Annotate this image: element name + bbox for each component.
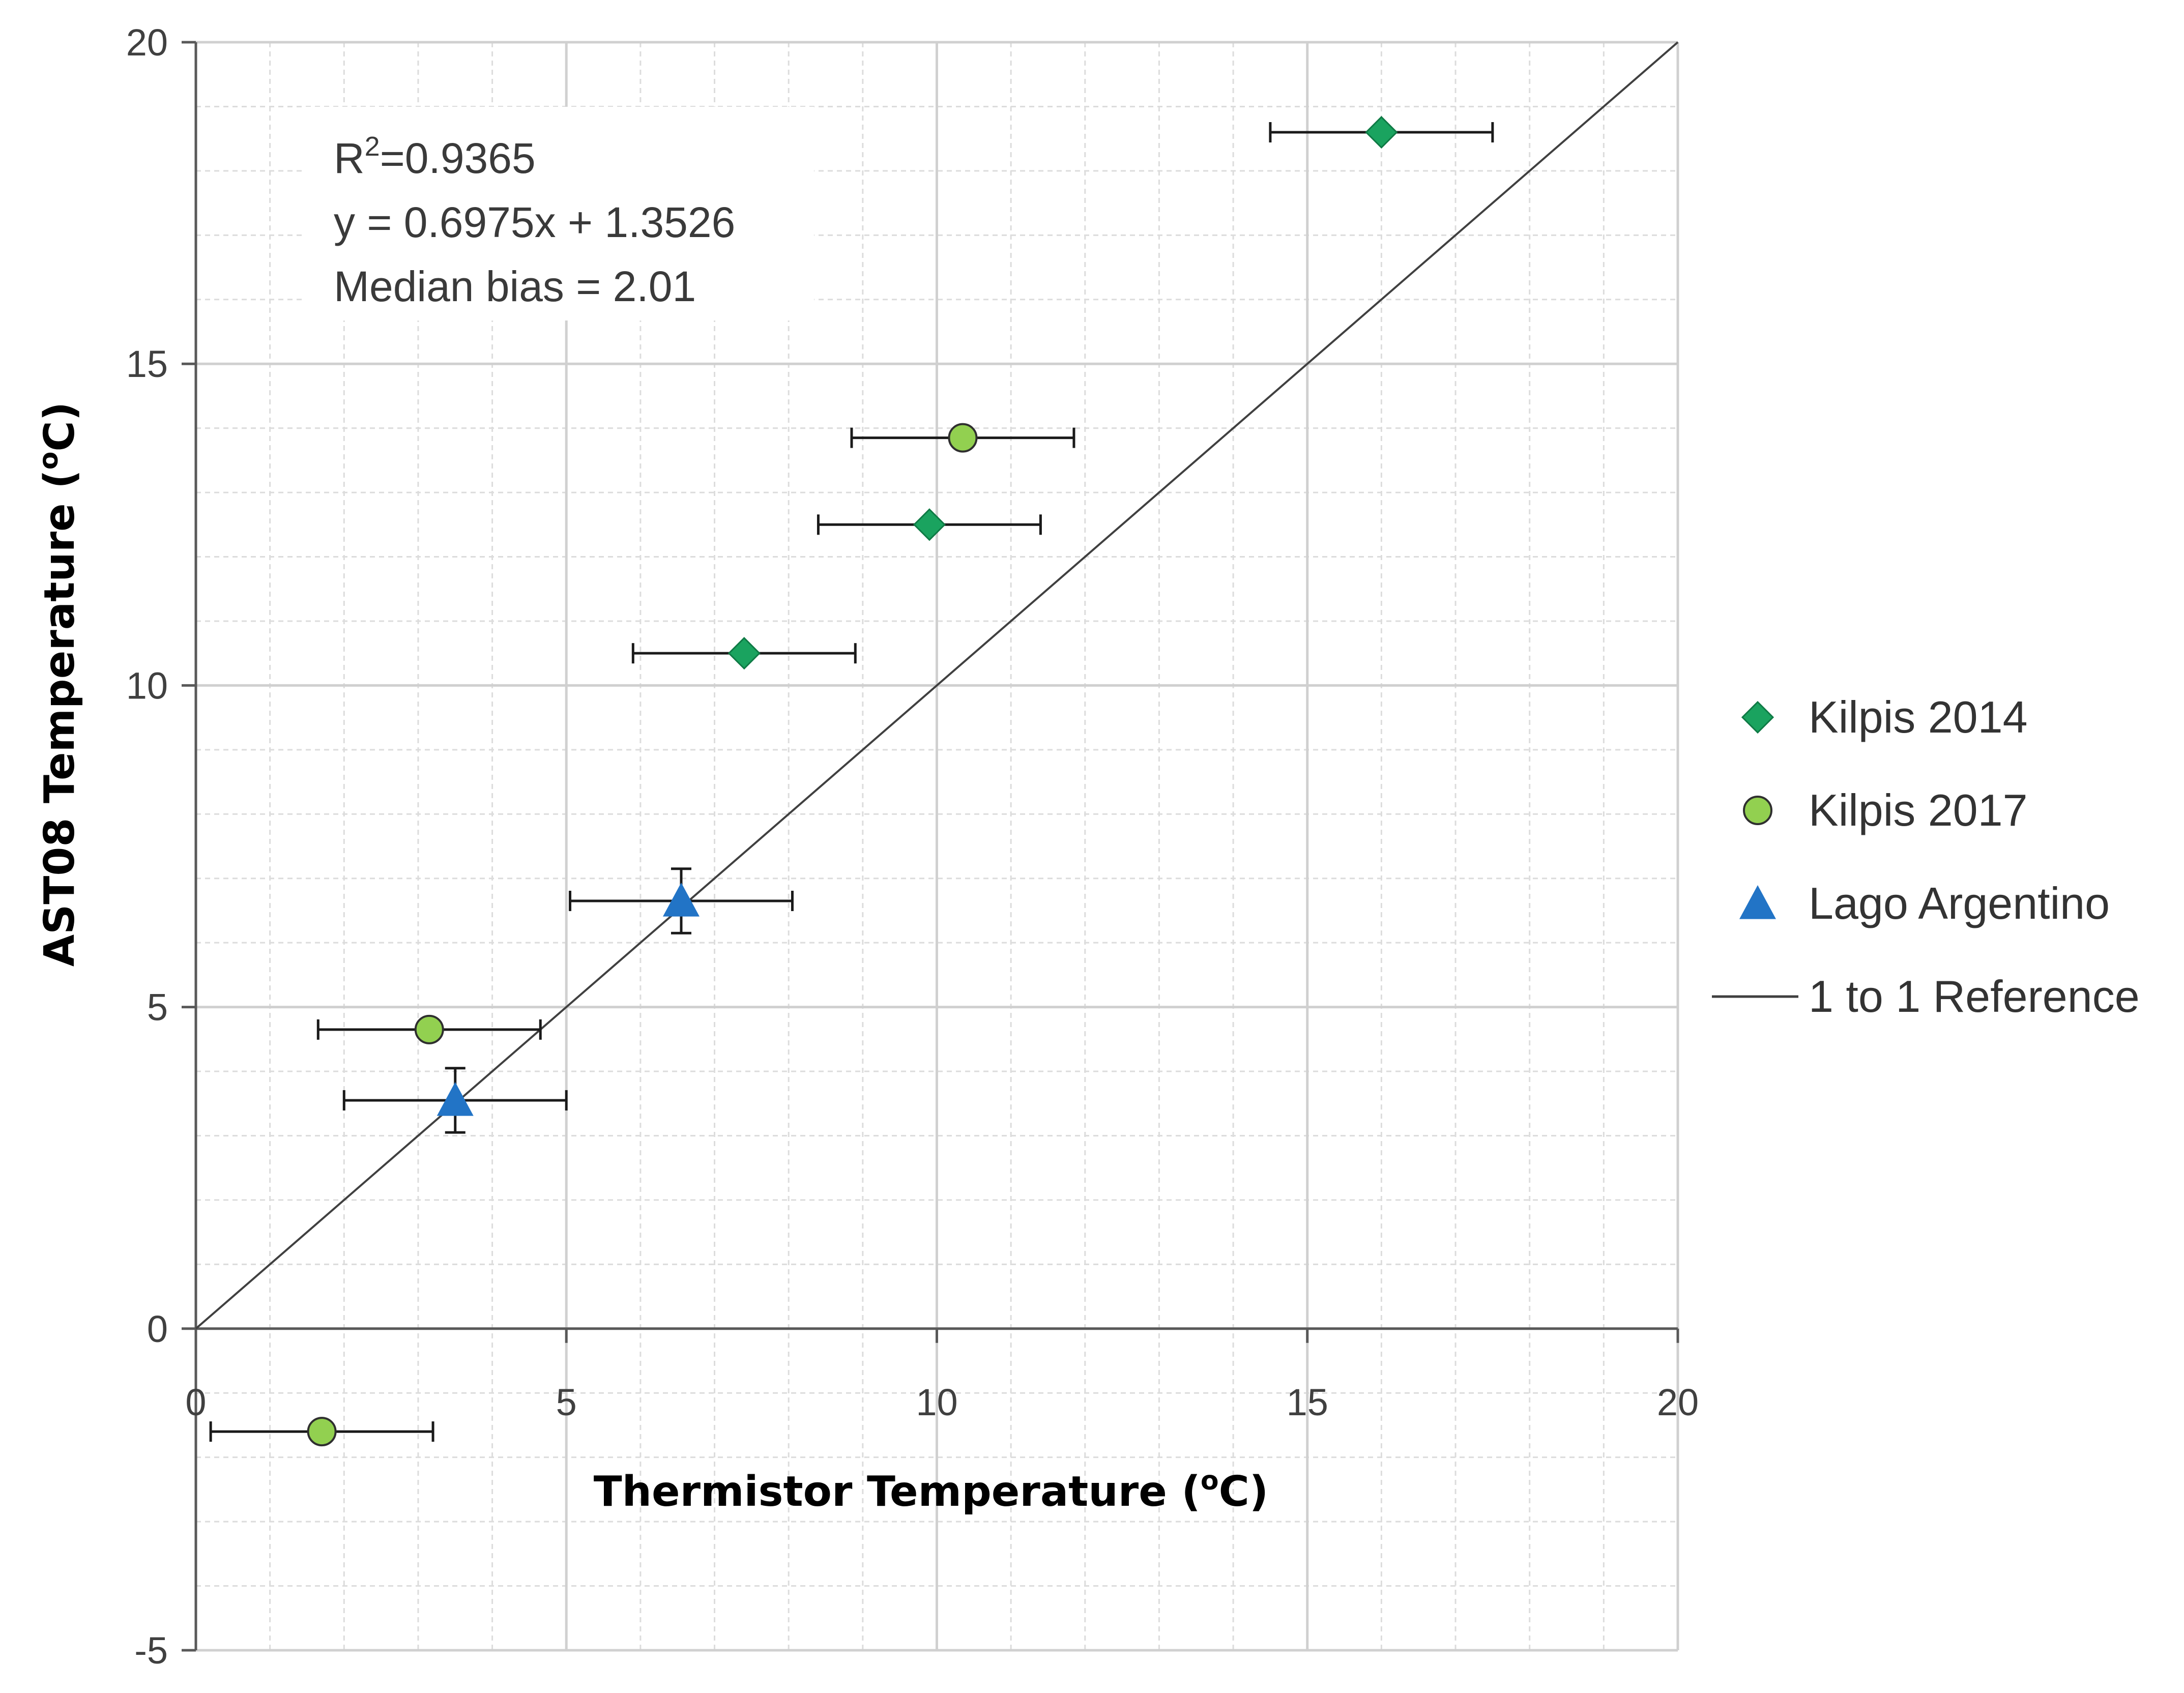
legend-item-lago-argentino: Lago Argentino (1739, 878, 2110, 928)
data-point-kilpis-2014 (1269, 115, 1494, 149)
marker-lago-argentino (436, 1082, 474, 1116)
r-squared-text: R2=0.9365 (334, 131, 536, 182)
legend-item-1-to-1-reference: 1 to 1 Reference (1712, 971, 2140, 1021)
legend-swatch (1741, 700, 1774, 734)
x-tick-label: 20 (1657, 1381, 1699, 1423)
regression-annotation: R2=0.9365 y = 0.6975x + 1.3526 Median bi… (305, 107, 814, 320)
data-point-kilpis-2014 (817, 508, 1042, 541)
legend-label: Lago Argentino (1809, 878, 2110, 928)
data-point-kilpis-2017 (209, 1417, 434, 1447)
y-tick-label: 0 (147, 1308, 168, 1350)
data-point-kilpis-2017 (850, 423, 1075, 453)
data-points (209, 115, 1494, 1447)
marker-kilpis-2014 (913, 508, 946, 541)
marker-kilpis-2014 (727, 637, 761, 670)
marker-kilpis-2014 (1365, 115, 1398, 149)
data-point-kilpis-2017 (316, 1014, 542, 1044)
y-axis-title: AST08 Temperature (oC) (34, 402, 84, 967)
tick-labels: -5 0 5 10 15 20 0 5 10 15 20 (126, 21, 1699, 1672)
y-tick-label: 20 (126, 21, 168, 64)
legend-item-kilpis-2017: Kilpis 2017 (1743, 785, 2028, 835)
legend-label: Kilpis 2014 (1809, 692, 2028, 742)
x-axis-title: Thermistor Temperature (oC) (594, 1466, 1268, 1516)
marker-lago-argentino (663, 882, 700, 917)
axes (182, 41, 1679, 1652)
regression-equation: y = 0.6975x + 1.3526 (334, 198, 735, 246)
legend-label: 1 to 1 Reference (1809, 971, 2140, 1021)
legend: Kilpis 2014 Kilpis 2017 Lago Argentino 1 to… (1712, 692, 2140, 1021)
data-point-lago-argentino (569, 867, 794, 935)
data-point-kilpis-2014 (631, 637, 857, 670)
legend-swatch (1743, 796, 1772, 825)
x-tick-label: 10 (916, 1381, 957, 1423)
y-tick-label: 15 (126, 343, 168, 385)
legend-swatch (1739, 885, 1776, 919)
legend-item-kilpis-2014: Kilpis 2014 (1741, 692, 2028, 742)
x-tick-label: 15 (1287, 1381, 1328, 1423)
marker-kilpis-2017 (948, 423, 978, 453)
x-tick-label: 5 (556, 1381, 577, 1423)
marker-kilpis-2017 (307, 1417, 337, 1447)
marker-kilpis-2017 (414, 1014, 444, 1044)
x-tick-label: 0 (185, 1381, 206, 1423)
data-point-lago-argentino (342, 1067, 568, 1134)
y-tick-label: -5 (134, 1629, 168, 1672)
y-tick-label: 5 (147, 986, 168, 1029)
median-bias-text: Median bias = 2.01 (334, 262, 696, 310)
y-tick-label: 10 (126, 664, 168, 707)
legend-label: Kilpis 2017 (1809, 785, 2028, 835)
